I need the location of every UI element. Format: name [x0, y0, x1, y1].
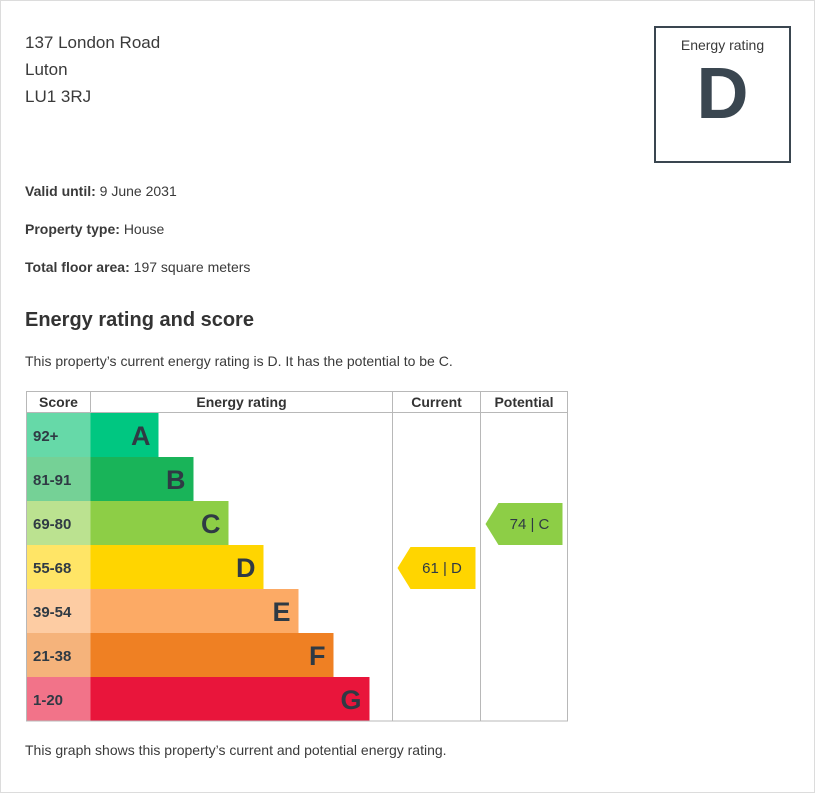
score-cell — [26, 413, 91, 457]
header-potential: Potential — [494, 394, 553, 410]
fact-label: Valid until: — [25, 183, 96, 199]
rating-summary: This property’s current energy rating is… — [25, 353, 453, 369]
rating-bar-letter: B — [166, 465, 186, 495]
score-cell — [26, 677, 91, 721]
score-range-label: 92+ — [33, 428, 59, 445]
fact-valid-until: Valid until: 9 June 2031 — [25, 183, 250, 221]
rating-bar-g — [90, 677, 370, 721]
section-title: Energy rating and score — [25, 309, 254, 331]
rating-bar-letter: G — [340, 685, 361, 715]
score-range-label: 1-20 — [33, 692, 63, 709]
fact-value: 9 June 2031 — [99, 183, 177, 199]
score-cell — [26, 545, 91, 589]
property-facts: Valid until: 9 June 2031 Property type: … — [25, 183, 250, 297]
score-cell — [26, 589, 91, 633]
header-score: Score — [39, 394, 78, 410]
score-cell — [26, 457, 91, 501]
rating-bar-d — [90, 545, 264, 589]
graph-footnote: This graph shows this property’s current… — [25, 742, 447, 758]
potential-rating-label: 74 | C — [510, 516, 550, 533]
rating-bar-letter: E — [272, 597, 290, 627]
score-range-label: 81-91 — [33, 472, 71, 489]
current-rating-label: 61 | D — [422, 560, 462, 577]
rating-bar-c — [90, 501, 229, 545]
potential-rating-arrow — [485, 503, 563, 545]
rating-bar-e — [90, 589, 299, 633]
fact-label: Property type: — [25, 221, 120, 237]
score-range-label: 55-68 — [33, 560, 71, 577]
energy-rating-box-label: Energy rating — [680, 37, 765, 53]
rating-bar-letter: C — [201, 509, 221, 539]
rating-bar-letter: D — [236, 553, 256, 583]
score-range-label: 69-80 — [33, 516, 71, 533]
energy-rating-chart: 92+ A 81-91 B 69-80 C 55-68 D 39-54 E 21-38 F 1-20 G S… — [26, 391, 568, 722]
score-range-label: 39-54 — [33, 604, 72, 621]
fact-floor-area: Total floor area: 197 square meters — [25, 259, 250, 297]
rating-bar-letter: A — [131, 421, 151, 451]
fact-label: Total floor area: — [25, 259, 130, 275]
address-line-1: 137 London Road — [25, 33, 161, 52]
fact-value: 197 square meters — [133, 259, 251, 275]
score-cell — [26, 633, 91, 677]
current-rating-arrow — [397, 547, 476, 589]
rating-bar-a — [90, 413, 159, 457]
address-line-2: Luton — [25, 60, 68, 79]
header-current: Current — [411, 394, 462, 410]
score-cell — [26, 501, 91, 545]
energy-rating-letter: D — [696, 54, 749, 134]
fact-value: House — [123, 221, 165, 237]
score-range-label: 21-38 — [33, 648, 71, 665]
energy-rating-box: Energy rating D — [654, 26, 791, 163]
property-address: 137 London Road Luton LU1 3RJ — [25, 29, 160, 110]
header-energy-rating: Energy rating — [196, 394, 286, 410]
rating-bar-f — [90, 633, 334, 677]
energy-rating-graph: 92+ A 81-91 B 69-80 C 55-68 D 39-54 E 21-38 F 1-20 G S… — [26, 391, 568, 722]
chart-border — [26, 391, 568, 722]
fact-property-type: Property type: House — [25, 221, 250, 259]
address-line-3: LU1 3RJ — [25, 87, 92, 106]
rating-bar-b — [90, 457, 194, 501]
rating-bar-letter: F — [309, 641, 326, 671]
